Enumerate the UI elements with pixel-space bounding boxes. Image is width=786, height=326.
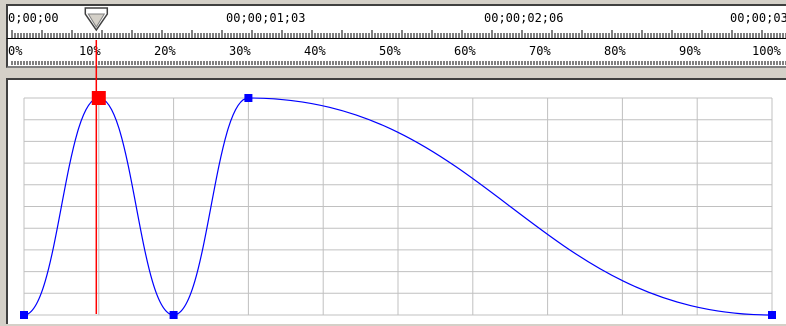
value-curve [23, 97, 773, 316]
percent-label-90: 90% [679, 44, 701, 58]
timecode-label-end: 00;00;03 [730, 11, 786, 25]
timecode-label-2: 00;00;02;06 [484, 11, 564, 25]
timecode-label-1: 00;00;01;03 [226, 11, 306, 25]
percent-label-80: 80% [604, 44, 626, 58]
timecode-label-start: 0;00;00 [8, 11, 59, 25]
timecode-ruler[interactable]: 0;00;00 00;00;01;03 00;00;02;06 00;00;03 [6, 4, 786, 38]
keyframe-marker[interactable] [20, 311, 28, 319]
percent-label-10: 10% [79, 44, 101, 58]
curve-graph-panel[interactable] [6, 78, 786, 324]
keyframe-marker[interactable] [169, 311, 178, 319]
percent-ruler-ticks [11, 61, 786, 65]
percent-label-100: 100% [752, 44, 781, 58]
percent-label-70: 70% [529, 44, 551, 58]
percent-label-30: 30% [229, 44, 251, 58]
curve-graph[interactable] [8, 80, 786, 326]
keyframe-marker[interactable] [768, 311, 776, 319]
percent-label-20: 20% [154, 44, 176, 58]
selected-keyframe-marker[interactable] [91, 91, 106, 105]
percent-ruler[interactable]: 0% 10% 20% 30% 40% 50% 60% 70% 80% 90% 1… [6, 38, 786, 68]
percent-label-40: 40% [304, 44, 326, 58]
percent-label-50: 50% [379, 44, 401, 58]
timecode-ruler-ticks [11, 30, 786, 38]
percent-label-60: 60% [454, 44, 476, 58]
percent-label-0: 0% [8, 44, 23, 58]
keyframe-marker[interactable] [244, 94, 253, 102]
